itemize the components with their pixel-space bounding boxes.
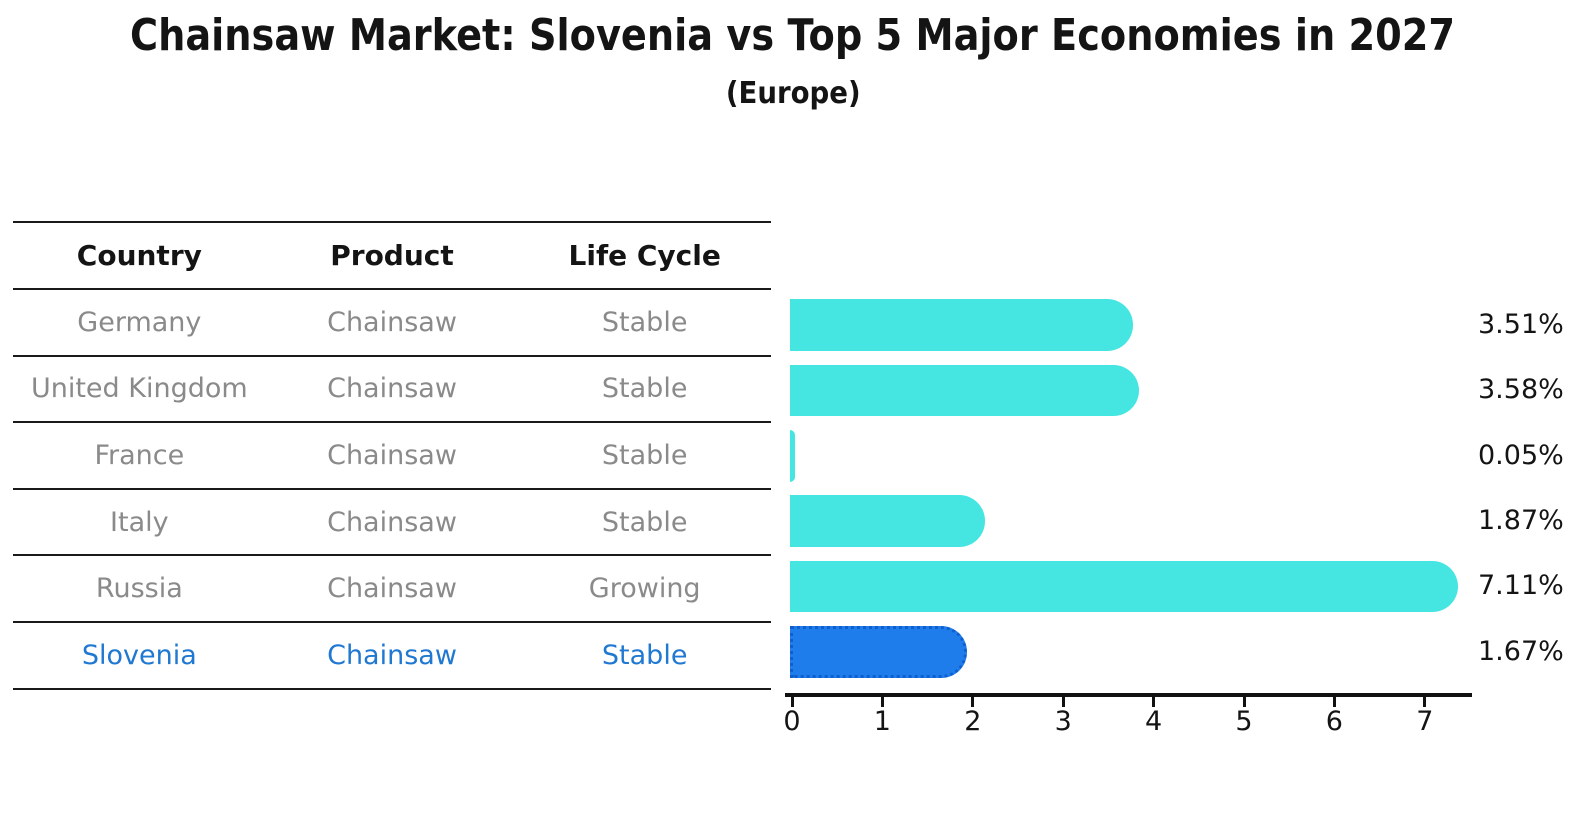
x-tick-label: 0 — [783, 706, 801, 737]
table-row-united-kingdom: United Kingdom Chainsaw Stable — [13, 357, 771, 424]
table-header-row: Country Product Life Cycle — [13, 221, 771, 290]
x-tick-label: 4 — [1145, 706, 1163, 737]
value-label-united-kingdom: 3.58% — [1478, 374, 1564, 406]
cell-country: Russia — [95, 573, 183, 605]
x-tick-mark — [1332, 696, 1336, 707]
cell-product: Chainsaw — [327, 506, 457, 538]
cell-life-cycle: Stable — [601, 639, 688, 671]
x-tick-label: 6 — [1325, 706, 1343, 737]
cell-life-cycle: Growing — [588, 573, 701, 605]
x-tick-mark — [790, 696, 794, 707]
value-label-italy: 1.87% — [1478, 505, 1564, 537]
cell-country: France — [94, 439, 185, 471]
cell-product: Chainsaw — [327, 573, 457, 605]
cell-life-cycle: Stable — [601, 506, 688, 538]
cell-life-cycle: Stable — [601, 373, 688, 405]
table-row-slovenia: Slovenia Chainsaw Stable — [13, 623, 771, 690]
table-body: Germany Chainsaw Stable United Kingdom Chain… — [13, 290, 771, 690]
bar-germany — [790, 299, 1134, 351]
bar-russia — [790, 560, 1459, 613]
x-tick-mark — [971, 696, 975, 707]
cell-country: Germany — [77, 306, 202, 338]
column-header-life-cycle: Life Cycle — [568, 239, 721, 272]
x-tick-label: 5 — [1235, 706, 1253, 737]
value-label-germany: 3.51% — [1478, 309, 1564, 341]
bar-france — [790, 430, 795, 482]
column-header-country: Country — [76, 239, 202, 272]
column-header-product: Product — [330, 239, 454, 272]
country-comparison-table: Country Product Life Cycle Germany Chains… — [13, 221, 771, 690]
table-row-france: France Chainsaw Stable — [13, 423, 771, 490]
cell-product: Chainsaw — [327, 373, 457, 405]
table-row-russia: Russia Chainsaw Growing — [13, 556, 771, 623]
x-tick-mark — [880, 696, 884, 707]
x-tick-mark — [1423, 696, 1427, 707]
x-tick-label: 1 — [873, 706, 891, 737]
x-axis-line — [785, 693, 1472, 697]
table-row-italy: Italy Chainsaw Stable — [13, 490, 771, 557]
x-tick-mark — [1061, 696, 1065, 707]
subtitle-row: (Europe) — [0, 74, 1586, 114]
table-row-germany: Germany Chainsaw Stable — [13, 290, 771, 357]
cell-product: Chainsaw — [327, 639, 457, 671]
bar-italy — [790, 495, 985, 547]
title-row: Chainsaw Market: Slovenia vs Top 5 Major… — [0, 10, 1586, 62]
bar-united-kingdom — [790, 364, 1140, 417]
value-label-france: 0.05% — [1478, 439, 1564, 471]
bar-slovenia — [790, 626, 967, 678]
cell-life-cycle: Stable — [601, 439, 688, 471]
x-tick-label: 3 — [1054, 706, 1072, 737]
x-tick-mark — [1152, 696, 1156, 707]
cell-product: Chainsaw — [327, 306, 457, 338]
cell-country: Slovenia — [81, 639, 197, 671]
cell-life-cycle: Stable — [601, 306, 688, 338]
x-tick-label: 7 — [1416, 706, 1434, 737]
cell-product: Chainsaw — [327, 439, 457, 471]
x-tick-label: 2 — [964, 706, 982, 737]
x-tick-mark — [1242, 696, 1246, 707]
chart-subtitle: (Europe) — [725, 76, 861, 111]
chart-title: Chainsaw Market: Slovenia vs Top 5 Major… — [130, 10, 1456, 61]
cell-country: United Kingdom — [30, 373, 248, 405]
value-label-russia: 7.11% — [1478, 570, 1564, 602]
value-label-slovenia: 1.67% — [1478, 635, 1564, 667]
cell-country: Italy — [110, 506, 169, 538]
